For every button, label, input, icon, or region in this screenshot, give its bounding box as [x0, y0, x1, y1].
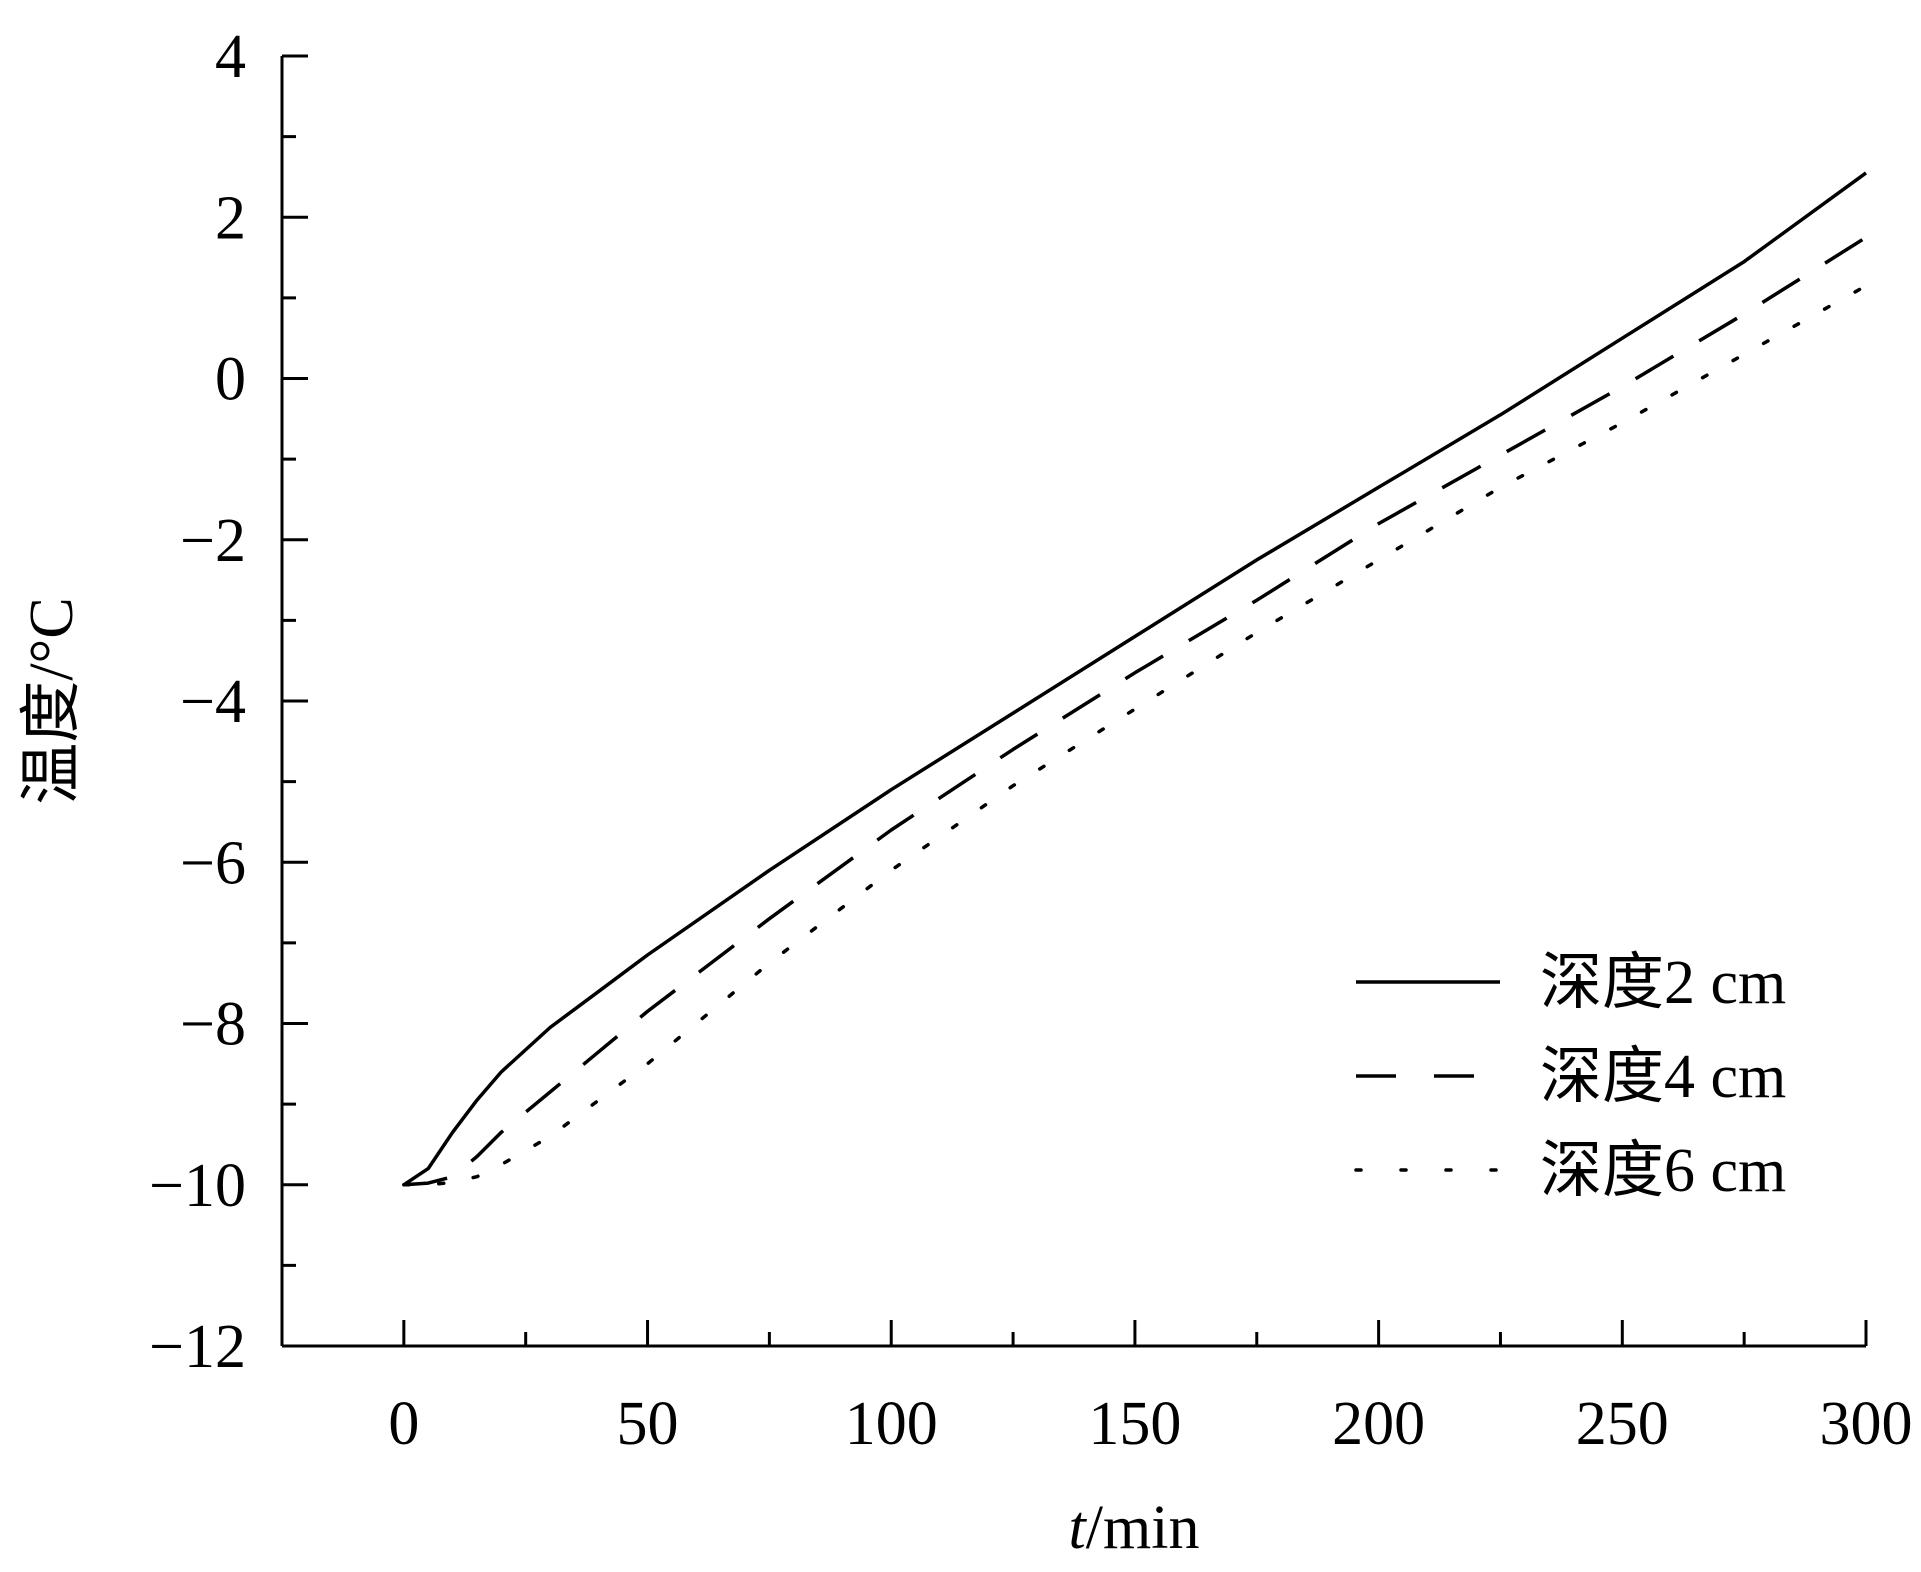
y-tick-label: 4: [215, 23, 246, 91]
legend-label-3: 深度6 cm: [1540, 1137, 1786, 1205]
y-tick-label: 2: [215, 184, 246, 252]
series-layer: [402, 171, 1868, 1187]
x-axis-label-italic: t: [1069, 1494, 1088, 1562]
series-line-3: [402, 284, 1868, 1187]
x-tick-label: 150: [1088, 1390, 1181, 1458]
legend-label-2: 深度4 cm: [1540, 1043, 1786, 1111]
series-line-1: [402, 171, 1868, 1187]
x-axis-label: t/min: [1069, 1494, 1200, 1562]
series-line-2: [403, 235, 1867, 1187]
y-tick-label: −4: [180, 668, 246, 736]
y-tick-label: −12: [149, 1313, 246, 1381]
y-tick-label: 0: [215, 346, 246, 414]
legend-label-1: 深度2 cm: [1540, 949, 1786, 1017]
y-tick-label: −6: [180, 829, 246, 897]
x-tick-label: 0: [388, 1390, 419, 1458]
x-tick-label: 300: [1820, 1390, 1913, 1458]
y-tick-label: −2: [180, 507, 246, 575]
axes: −12 −10 −8 −6 −4 −2 0 2 4 0 50 100 150 200 250 300: [149, 23, 1912, 1458]
legend: 深度2 cm 深度4 cm 深度6 cm: [1354, 949, 1786, 1205]
x-axis-label-unit: /min: [1086, 1494, 1200, 1562]
x-tick-label: 250: [1576, 1390, 1669, 1458]
y-axis-label: 温度/°C: [18, 597, 86, 804]
x-tick-label: 50: [617, 1390, 679, 1458]
y-tick-label: −8: [180, 991, 246, 1059]
x-tick-label: 100: [845, 1390, 938, 1458]
x-tick-label: 200: [1332, 1390, 1425, 1458]
y-tick-label: −10: [149, 1152, 246, 1220]
